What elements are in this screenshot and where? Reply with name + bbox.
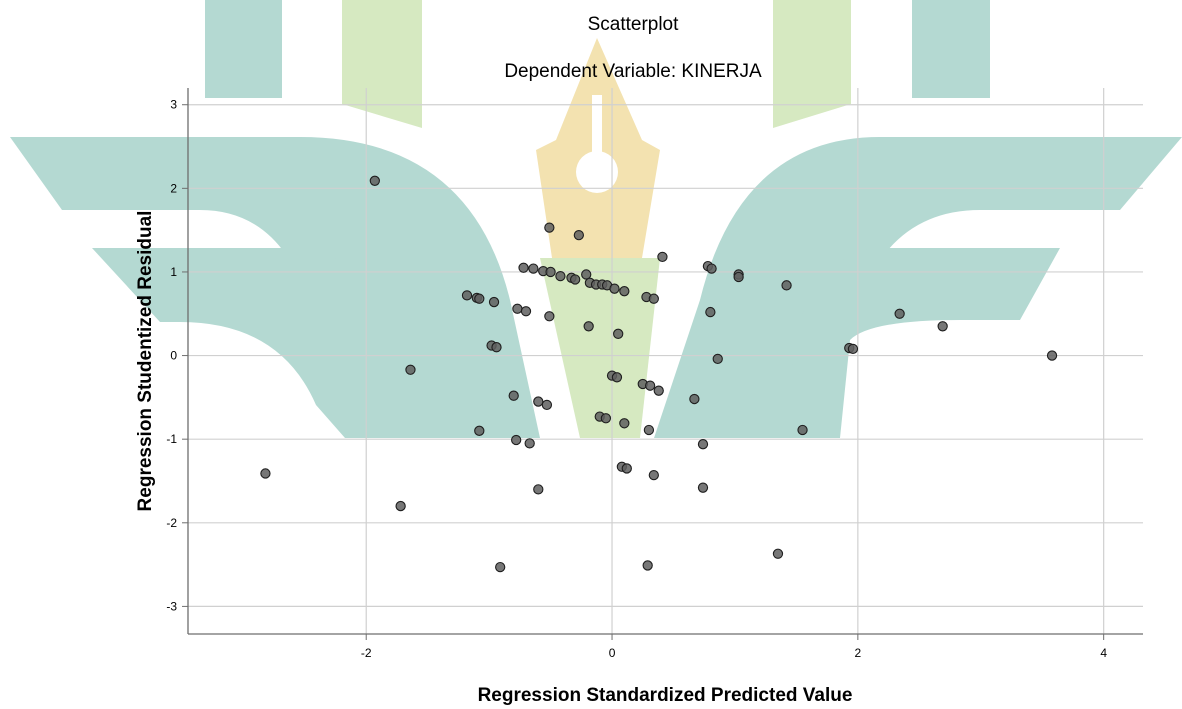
- scatter-point: [619, 418, 630, 429]
- x-tick-label: 2: [855, 646, 862, 660]
- scatter-point: [541, 399, 553, 411]
- scatter-point: [613, 328, 624, 339]
- scatter-point: [689, 393, 700, 405]
- scatter-point: [653, 385, 664, 396]
- scatter-point: [697, 439, 709, 450]
- scatter-point: [511, 434, 522, 446]
- y-tick-label: 3: [170, 98, 177, 112]
- grid-lines: [188, 88, 1143, 634]
- scatter-point: [648, 469, 659, 481]
- scatter-point: [495, 561, 506, 573]
- scatter-point: [544, 222, 555, 233]
- scatter-point: [405, 364, 416, 375]
- scatter-point: [621, 463, 632, 474]
- scatter-point: [461, 290, 473, 301]
- scatter-point: [528, 263, 539, 274]
- chart-title: Scatterplot: [588, 14, 680, 35]
- scatter-point: [508, 390, 519, 401]
- scatter-point: [533, 484, 544, 495]
- scatter-point: [395, 500, 406, 512]
- scatter-point: [600, 413, 612, 424]
- scatter-point: [544, 311, 555, 322]
- scatter-point: [474, 425, 485, 436]
- scatter-point: [643, 424, 655, 436]
- scatter-point: [583, 321, 594, 332]
- scatter-point: [697, 482, 709, 493]
- scatter-point: [518, 262, 529, 273]
- scatter-point: [642, 560, 653, 571]
- scatter-point: [1046, 350, 1058, 361]
- scatter-point: [712, 353, 723, 365]
- scatter-point: [545, 266, 556, 278]
- scatter-point: [260, 468, 271, 479]
- x-tick-label: -2: [361, 646, 372, 660]
- y-tick-label: -2: [166, 516, 177, 530]
- x-tick-label: 0: [609, 646, 616, 660]
- y-tick-label: -3: [166, 599, 177, 613]
- scatter-point: [657, 251, 668, 263]
- scatter-point: [520, 306, 532, 317]
- scatter-point: [772, 548, 784, 559]
- tick-labels: 3 2 1 0 -1 -2 -3 -2 0 2 4: [166, 98, 1107, 660]
- scatter-point: [619, 286, 630, 297]
- scatter-point: [611, 372, 623, 383]
- scatter-point: [488, 296, 500, 308]
- y-axis-title: Regression Studentized Residual: [135, 211, 156, 512]
- scatter-point: [705, 306, 716, 318]
- scatter-point: [474, 293, 485, 304]
- scatter-point: [706, 263, 717, 274]
- scatter-point: [533, 396, 544, 407]
- x-tick-label: 4: [1100, 646, 1107, 660]
- scatter-point: [369, 175, 380, 186]
- scatter-point: [573, 230, 584, 241]
- y-tick-label: -1: [166, 432, 177, 446]
- y-tick-label: 2: [170, 181, 177, 195]
- chart-subtitle: Dependent Variable: KINERJA: [504, 61, 762, 82]
- scatter-point: [781, 280, 792, 291]
- scatter-point: [733, 271, 744, 283]
- scatter-point: [847, 343, 859, 355]
- x-axis-title: Regression Standardized Predicted Value: [478, 685, 853, 706]
- scatter-point: [491, 342, 502, 353]
- scatter-point: [894, 308, 905, 319]
- scatter-point: [581, 269, 592, 280]
- scatter-point: [648, 293, 659, 304]
- scatter-point: [512, 303, 523, 314]
- scatter-point: [644, 380, 656, 391]
- scatter-point: [570, 274, 581, 285]
- y-tick-label: 1: [170, 265, 177, 279]
- y-tick-label: 0: [170, 349, 177, 363]
- axes: [182, 88, 1143, 640]
- data-points: [260, 175, 1058, 573]
- scatter-point: [524, 438, 535, 449]
- scatter-point: [555, 270, 566, 282]
- university-logo-watermark: [10, 0, 1182, 438]
- scatter-point: [609, 283, 620, 294]
- scatter-point: [937, 321, 948, 332]
- scatter-point: [797, 424, 808, 436]
